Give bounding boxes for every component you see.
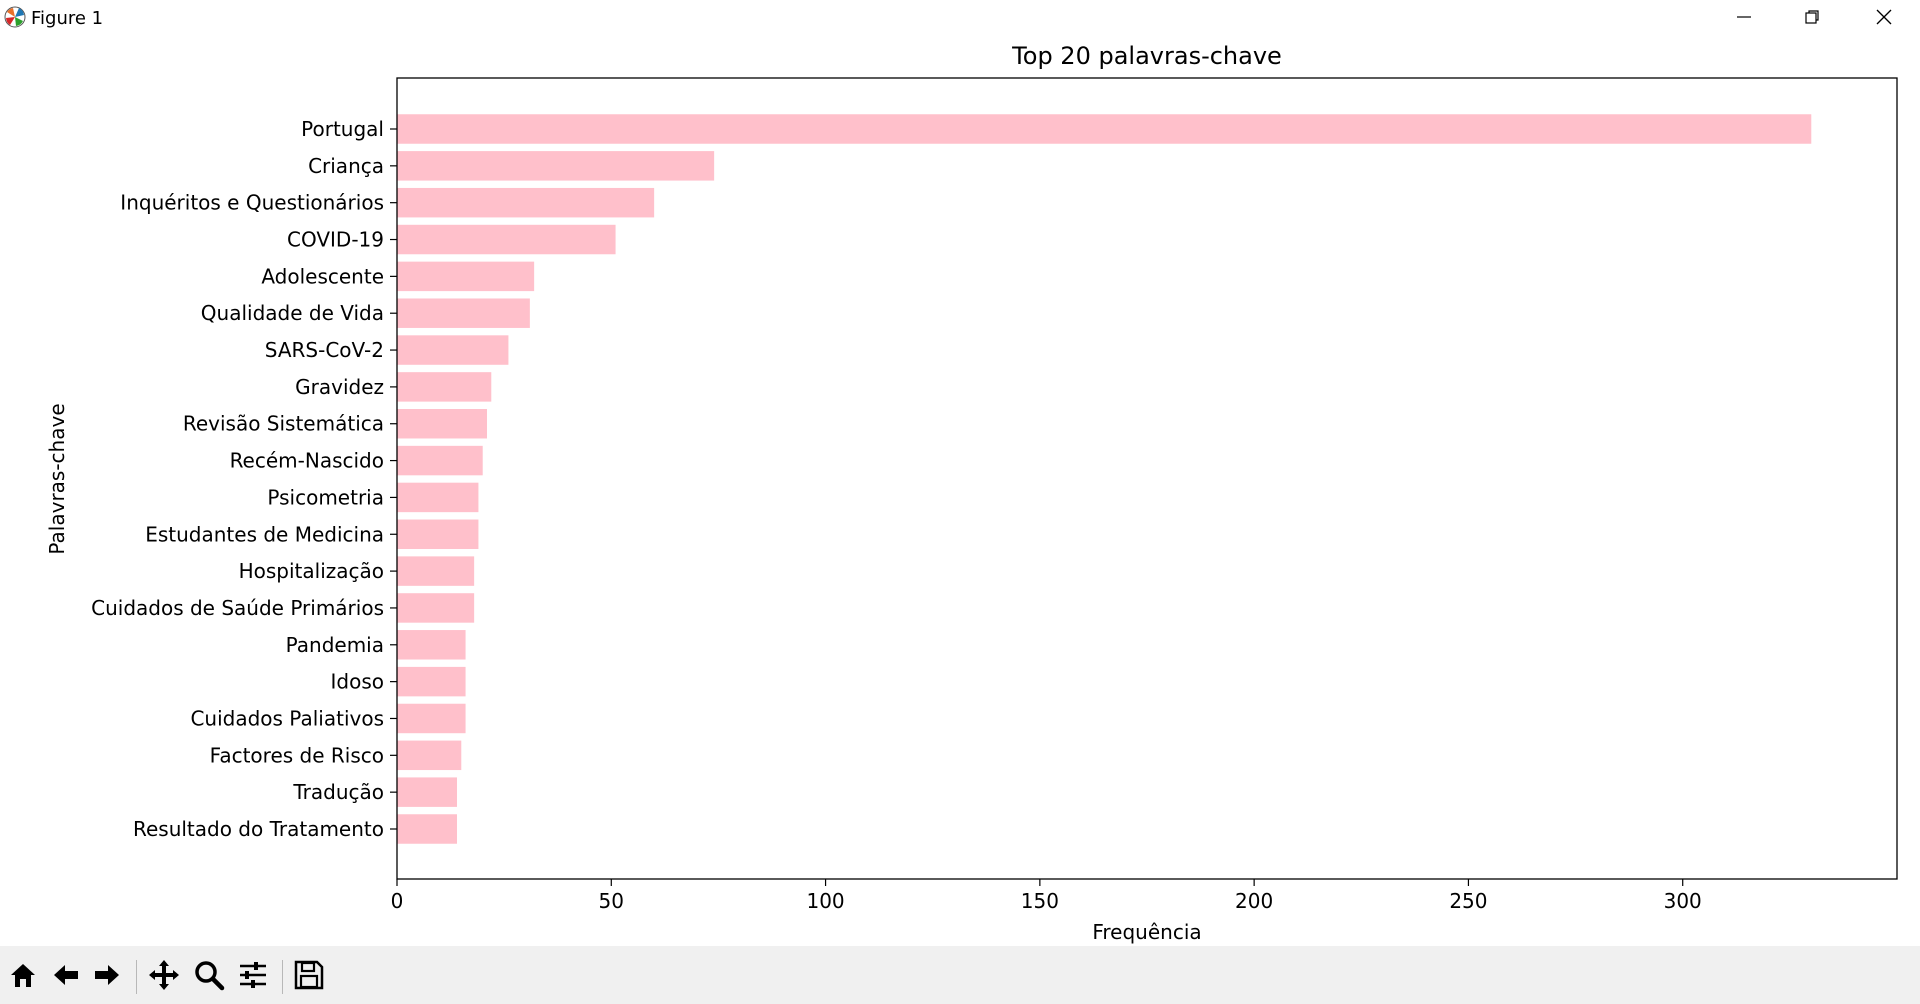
y-axis-label: Palavras-chave: [45, 403, 69, 554]
x-tick-label: 100: [806, 889, 844, 913]
bar: [397, 409, 487, 439]
minimize-icon: [1736, 9, 1752, 29]
y-tick-label: Revisão Sistemática: [183, 412, 384, 436]
sliders-icon: [237, 959, 269, 995]
save-button[interactable]: [292, 960, 326, 994]
bar: [397, 740, 462, 771]
bar: [397, 814, 457, 844]
bar: [397, 666, 466, 697]
matplotlib-logo-icon: [4, 6, 26, 28]
y-tick-label: Cuidados Paliativos: [190, 706, 384, 730]
y-tick-label: Hospitalização: [239, 559, 384, 583]
minimize-button[interactable]: [1710, 0, 1778, 37]
x-tick-label: 0: [391, 889, 404, 913]
y-tick-label: Idoso: [331, 670, 385, 694]
window-title: Figure 1: [31, 8, 104, 29]
bar: [397, 114, 1812, 144]
toolbar-separator: [282, 960, 283, 994]
bar: [397, 261, 535, 292]
forward-button[interactable]: [90, 960, 124, 994]
x-tick-label: 300: [1664, 889, 1702, 913]
bar: [397, 482, 479, 513]
zoom-icon: [193, 959, 225, 995]
home-button[interactable]: [6, 960, 40, 994]
navigation-toolbar: [0, 946, 1920, 1004]
y-tick-label: Adolescente: [261, 264, 384, 288]
bar: [397, 187, 655, 218]
y-tick-label: Pandemia: [286, 633, 384, 657]
move-icon: [148, 959, 180, 995]
figure-canvas: Portugal Criança Inquéritos e Questionário…: [0, 37, 1920, 946]
arrow-left-icon: [51, 960, 81, 994]
x-tick-label: 250: [1449, 889, 1487, 913]
bar: [397, 777, 457, 807]
bar: [397, 556, 475, 586]
bar: [397, 630, 466, 660]
y-tick-label: Qualidade de Vida: [201, 301, 384, 325]
window-titlebar: Figure 1: [0, 0, 1920, 38]
y-tick-label: Resultado do Tratamento: [133, 817, 384, 841]
restore-button[interactable]: [1778, 0, 1846, 37]
x-tick-label: 50: [599, 889, 624, 913]
configure-subplots-button[interactable]: [236, 960, 270, 994]
bar: [397, 335, 509, 365]
toolbar-separator: [136, 960, 137, 994]
bar: [397, 151, 715, 181]
y-tick-label: COVID-19: [287, 228, 384, 252]
y-tick-label: SARS-CoV-2: [265, 338, 384, 362]
y-tick-label: Factores de Risco: [210, 743, 384, 767]
close-button[interactable]: [1850, 0, 1918, 37]
y-tick-label: Psicometria: [267, 485, 384, 509]
x-tick-label: 150: [1021, 889, 1059, 913]
zoom-button[interactable]: [192, 960, 226, 994]
close-icon: [1876, 9, 1892, 29]
bar: [397, 372, 492, 402]
bar: [397, 298, 530, 328]
home-icon: [8, 960, 38, 994]
y-tick-label: Tradução: [292, 780, 384, 804]
y-tick-label: Criança: [308, 154, 384, 178]
bar: [397, 703, 466, 734]
y-tick-label: Inquéritos e Questionários: [120, 191, 384, 215]
y-tick-label: Portugal: [301, 117, 384, 141]
y-tick-label: Recém-Nascido: [230, 449, 384, 473]
chart-title: Top 20 palavras-chave: [1011, 42, 1282, 70]
y-tick-label: Cuidados de Saúde Primários: [91, 596, 384, 620]
pan-button[interactable]: [147, 960, 181, 994]
axes-frame: [396, 77, 1898, 880]
back-button[interactable]: [49, 960, 83, 994]
y-tick-label: Gravidez: [295, 375, 384, 399]
bar: [397, 593, 475, 623]
restore-icon: [1804, 9, 1820, 29]
y-tick-label: Estudantes de Medicina: [145, 522, 384, 546]
save-icon: [293, 959, 325, 995]
arrow-right-icon: [92, 960, 122, 994]
bar: [397, 519, 479, 549]
bar: [397, 445, 483, 476]
x-tick-label: 200: [1235, 889, 1273, 913]
x-axis-label: Frequência: [1092, 920, 1201, 944]
bar-chart: Portugal Criança Inquéritos e Questionário…: [45, 42, 1898, 944]
bar: [397, 224, 616, 255]
